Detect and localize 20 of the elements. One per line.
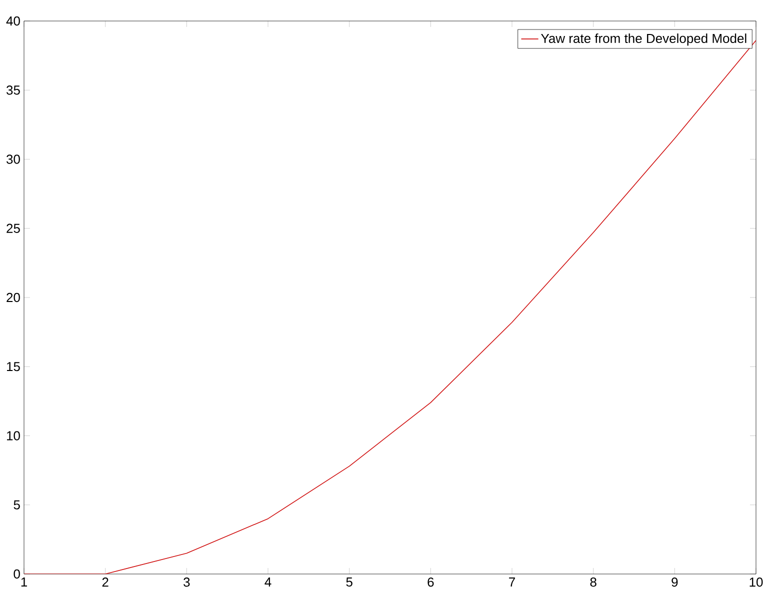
legend-label: Yaw rate from the Developed Model <box>540 33 746 46</box>
y-tick-label: 35 <box>6 86 20 95</box>
x-tick-label: 7 <box>509 578 515 586</box>
x-tick-label: 5 <box>346 578 352 587</box>
y-tick-label: 30 <box>6 154 20 164</box>
x-tick-label: 8 <box>590 578 596 587</box>
x-tick-label: 4 <box>264 578 272 586</box>
y-tick-label: 0 <box>14 569 20 579</box>
x-tick-label: 2 <box>102 578 108 587</box>
x-tick-label: 10 <box>750 578 763 587</box>
x-tick-label: 3 <box>184 578 190 587</box>
y-tick-label: 15 <box>6 362 20 372</box>
y-tick-label: 10 <box>6 431 20 440</box>
y-tick-label: 25 <box>6 224 20 233</box>
x-tick-label: 6 <box>428 578 434 587</box>
x-tick-label: 9 <box>672 578 678 587</box>
y-tick-label: 40 <box>6 16 20 26</box>
y-tick-label: 20 <box>6 292 20 302</box>
x-tick-label: 1 <box>21 578 27 586</box>
y-tick-label: 5 <box>14 500 20 510</box>
